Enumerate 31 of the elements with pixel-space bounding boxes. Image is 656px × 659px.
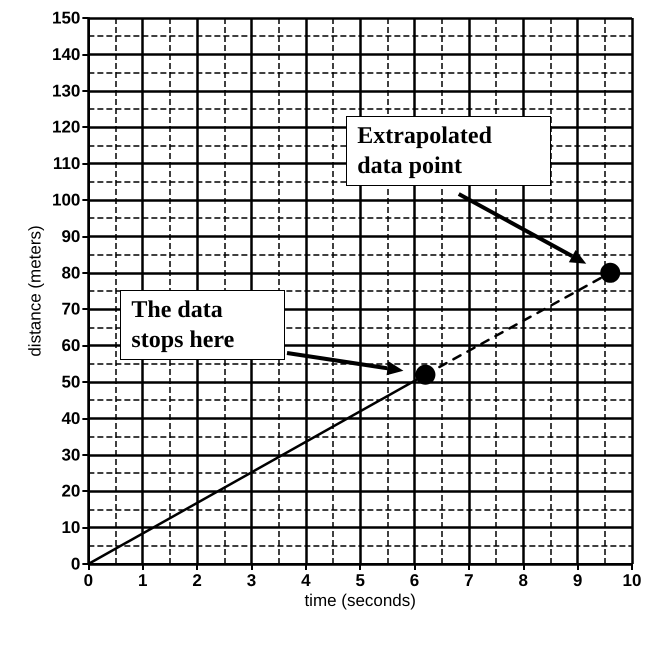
y-tick-label: 60 — [61, 336, 80, 356]
x-tick-label: 6 — [410, 571, 420, 590]
y-tick-label: 30 — [61, 445, 80, 464]
y-tick-label: 20 — [61, 482, 80, 501]
y-tick-label: 130 — [52, 81, 80, 100]
y-tick-label: 40 — [61, 408, 80, 428]
y-tick-label: 80 — [61, 263, 80, 282]
x-tick-label: 9 — [572, 571, 582, 590]
x-axis-title: time (seconds) — [304, 591, 416, 610]
y-tick-label: 0 — [70, 554, 80, 574]
x-tick-label: 4 — [301, 571, 312, 590]
x-tick-label: 3 — [246, 571, 256, 590]
callout-box: The data stops here — [120, 290, 286, 360]
y-tick-label: 120 — [52, 118, 80, 137]
y-tick-label: 70 — [61, 300, 80, 319]
x-tick-label: 10 — [622, 571, 642, 590]
x-tick-label: 7 — [464, 571, 474, 590]
x-tick-label: 1 — [138, 571, 148, 590]
callout-box: Extrapolated data point — [346, 116, 552, 186]
y-tick-label: 90 — [61, 226, 80, 246]
y-tick-label: 10 — [61, 518, 80, 538]
y-tick-label: 100 — [52, 190, 80, 210]
x-tick-label: 8 — [518, 571, 528, 590]
y-tick-label: 140 — [52, 44, 80, 64]
x-tick-label: 0 — [84, 571, 94, 590]
y-axis-title: distance (meters) — [25, 225, 44, 357]
x-tick-label: 2 — [192, 571, 202, 590]
x-tick-label: 5 — [355, 571, 365, 590]
y-tick-label: 150 — [52, 8, 80, 28]
y-tick-label: 110 — [52, 154, 80, 174]
y-tick-label: 50 — [61, 372, 80, 392]
